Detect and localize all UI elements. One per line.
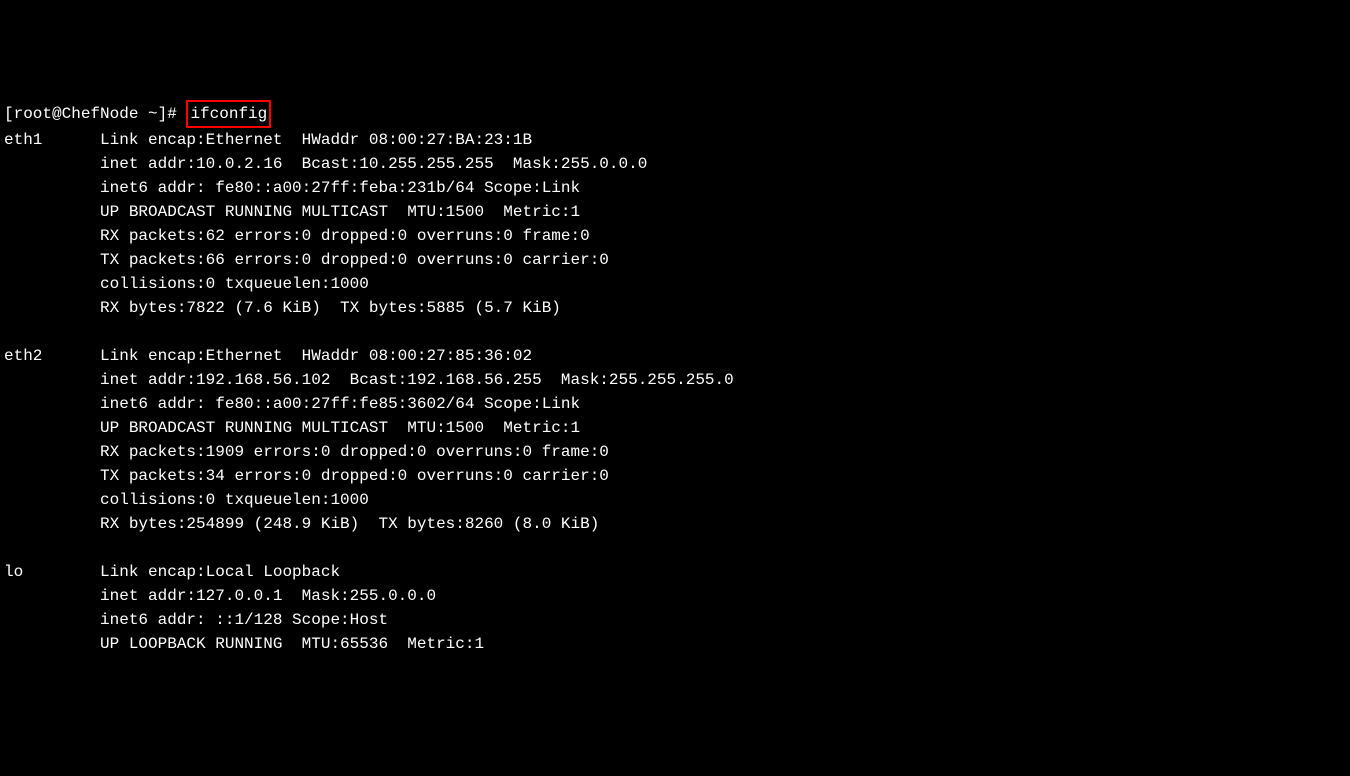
output-line: TX packets:66 errors:0 dropped:0 overrun… [4,248,1346,272]
blank-line [4,320,1346,344]
command-highlight: ifconfig [186,100,271,128]
output-line: RX packets:1909 errors:0 dropped:0 overr… [4,440,1346,464]
output-line: collisions:0 txqueuelen:1000 [4,272,1346,296]
output-line: UP BROADCAST RUNNING MULTICAST MTU:1500 … [4,416,1346,440]
prompt-line: [root@ChefNode ~]# ifconfig [4,100,1346,128]
output-line: eth1 Link encap:Ethernet HWaddr 08:00:27… [4,128,1346,152]
output-line: eth2 Link encap:Ethernet HWaddr 08:00:27… [4,344,1346,368]
ifconfig-output: eth1 Link encap:Ethernet HWaddr 08:00:27… [4,128,1346,656]
output-line: inet6 addr: ::1/128 Scope:Host [4,608,1346,632]
output-line: TX packets:34 errors:0 dropped:0 overrun… [4,464,1346,488]
output-line: RX bytes:7822 (7.6 KiB) TX bytes:5885 (5… [4,296,1346,320]
output-line: inet addr:192.168.56.102 Bcast:192.168.5… [4,368,1346,392]
output-line: inet addr:127.0.0.1 Mask:255.0.0.0 [4,584,1346,608]
terminal-output: [root@ChefNode ~]# ifconfigeth1 Link enc… [4,100,1346,656]
output-line: lo Link encap:Local Loopback [4,560,1346,584]
output-line: collisions:0 txqueuelen:1000 [4,488,1346,512]
output-line: inet6 addr: fe80::a00:27ff:fe85:3602/64 … [4,392,1346,416]
output-line: UP LOOPBACK RUNNING MTU:65536 Metric:1 [4,632,1346,656]
output-line: inet6 addr: fe80::a00:27ff:feba:231b/64 … [4,176,1346,200]
output-line: RX bytes:254899 (248.9 KiB) TX bytes:826… [4,512,1346,536]
output-line: inet addr:10.0.2.16 Bcast:10.255.255.255… [4,152,1346,176]
shell-prompt: [root@ChefNode ~]# [4,105,186,123]
output-line: UP BROADCAST RUNNING MULTICAST MTU:1500 … [4,200,1346,224]
command-text: ifconfig [190,105,267,123]
output-line: RX packets:62 errors:0 dropped:0 overrun… [4,224,1346,248]
